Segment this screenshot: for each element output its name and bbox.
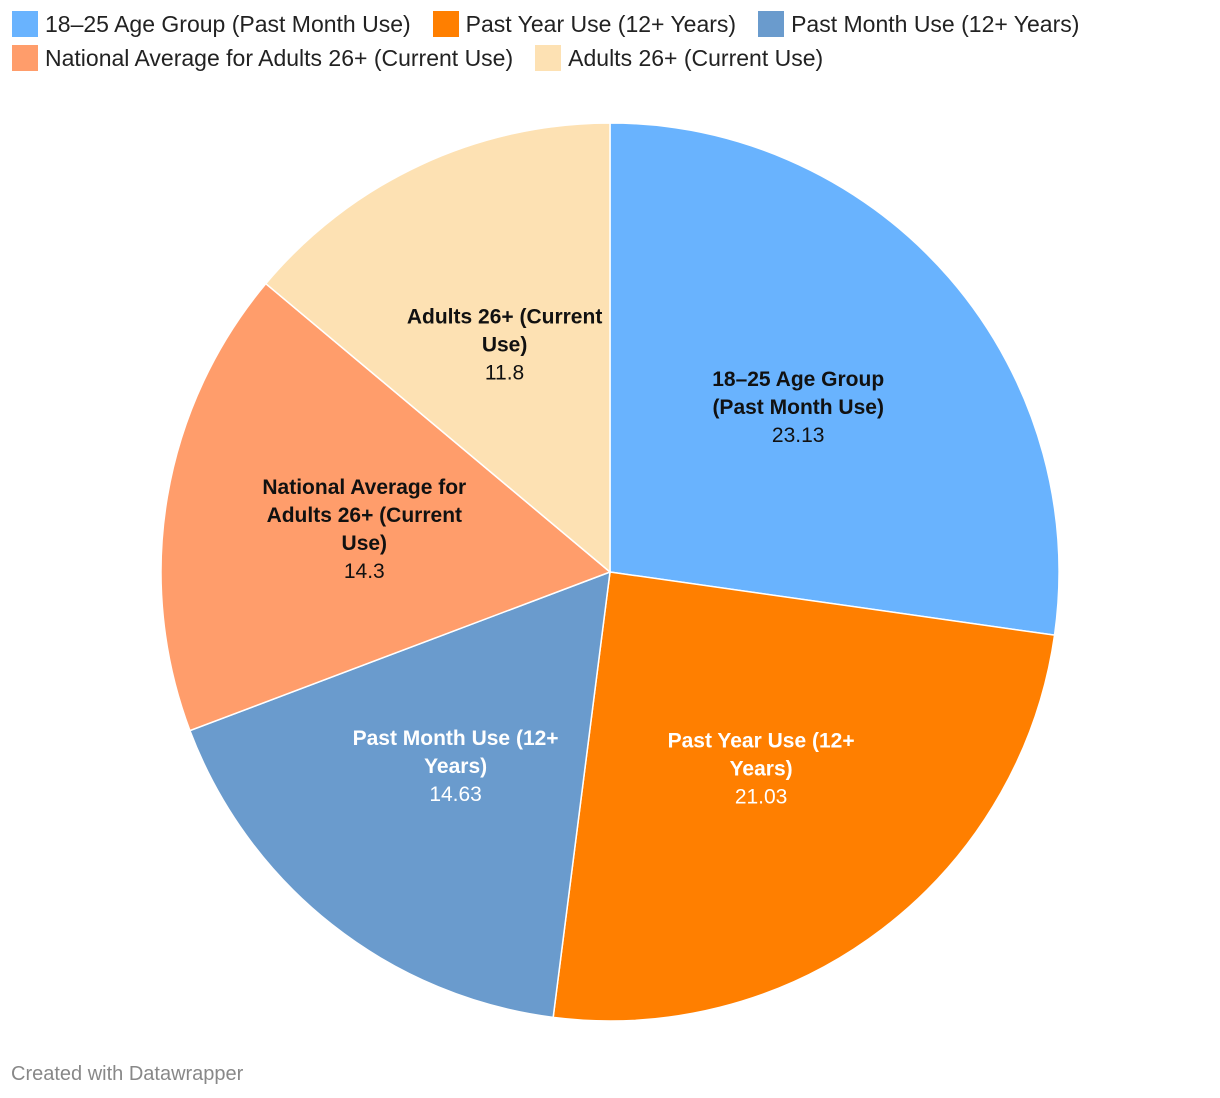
legend-swatch bbox=[758, 11, 785, 37]
pie-slice bbox=[160, 282, 612, 732]
slice-label: 18–25 Age Group (Past Month Use) 23.13 bbox=[712, 368, 884, 447]
legend-label: Adults 26+ (Current Use) bbox=[568, 44, 824, 71]
legend-label: 18–25 Age Group (Past Month Use) bbox=[45, 10, 411, 37]
slice-label-name: Years) bbox=[730, 758, 793, 781]
slice-label-value: 14.63 bbox=[429, 783, 482, 806]
slice-label-value: 11.8 bbox=[485, 362, 524, 385]
slice-label: Past Month Use (12+ Years) 14.63 bbox=[353, 727, 559, 806]
slice-label-name: Use) bbox=[342, 532, 388, 555]
legend-item: Past Month Use (12+ Years) bbox=[758, 10, 1079, 38]
legend-item: Adults 26+ (Current Use) bbox=[535, 44, 823, 72]
slice-label-name: Past Month Use (12+ bbox=[353, 727, 559, 750]
pie-slice bbox=[552, 571, 1056, 1022]
legend-item: National Average for Adults 26+ (Current… bbox=[12, 44, 513, 72]
legend-swatch bbox=[12, 11, 38, 37]
slice-label: National Average for Adults 26+ (Current U… bbox=[262, 476, 466, 583]
footer-credit: Created with Datawrapper bbox=[11, 1063, 244, 1085]
legend: 18–25 Age Group (Past Month Use) Past Yea… bbox=[12, 10, 1208, 72]
legend-swatch bbox=[535, 45, 562, 71]
legend-label: National Average for Adults 26+ (Current… bbox=[45, 44, 514, 71]
pie-slice bbox=[609, 122, 1060, 637]
slice-label-value: 14.3 bbox=[344, 560, 385, 583]
slice-label-name: Past Year Use (12+ bbox=[668, 730, 855, 753]
slice-label-name: Adults 26+ (Current bbox=[267, 504, 462, 527]
slice-label: Adults 26+ (Current Use) 11.8 bbox=[407, 306, 602, 385]
slice-label: Past Year Use (12+ Years) 21.03 bbox=[668, 730, 855, 809]
legend-item: 18–25 Age Group (Past Month Use) bbox=[12, 10, 411, 38]
slice-label-value: 23.13 bbox=[772, 424, 825, 447]
slice-label-name: 18–25 Age Group bbox=[712, 368, 884, 391]
slice-label-value: 21.03 bbox=[735, 786, 788, 809]
pie-slice bbox=[264, 122, 611, 574]
legend-label: Past Month Use (12+ Years) bbox=[791, 10, 1080, 37]
slice-label-name: National Average for bbox=[262, 476, 466, 499]
legend-swatch bbox=[12, 45, 38, 71]
slice-label-name: Years) bbox=[424, 755, 487, 778]
slice-label-name: (Past Month Use) bbox=[712, 396, 884, 419]
slice-label-name: Adults 26+ (Current bbox=[407, 306, 602, 329]
legend-label: Past Year Use (12+ Years) bbox=[465, 10, 737, 37]
legend-item: Past Year Use (12+ Years) bbox=[432, 10, 737, 38]
pie-slice bbox=[188, 570, 611, 1019]
slice-label-name: Use) bbox=[482, 334, 528, 357]
legend-swatch bbox=[432, 11, 459, 37]
